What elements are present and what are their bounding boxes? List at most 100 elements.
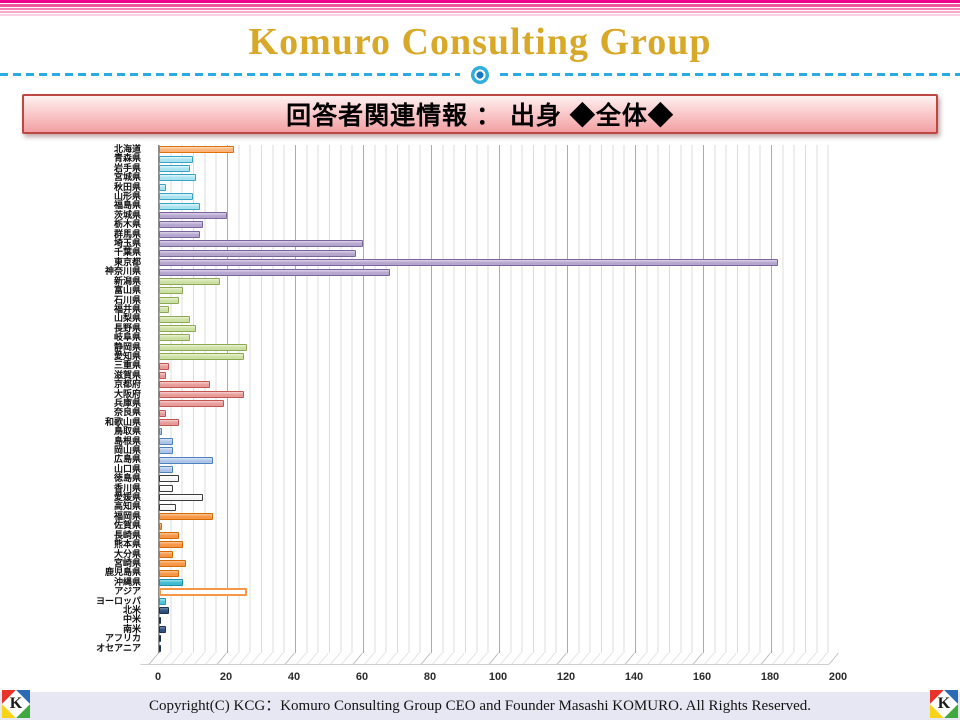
- category-label: 福井県: [113, 303, 141, 314]
- bar: [159, 277, 221, 285]
- bar: [159, 353, 244, 361]
- category-label: アジア: [114, 586, 141, 597]
- bar: [159, 437, 173, 445]
- category-label: 神奈川県: [104, 266, 141, 277]
- kcg-logo-right: K: [930, 690, 958, 718]
- bar: [159, 315, 190, 323]
- category-label: 青森県: [113, 153, 141, 164]
- x-tick-label: 180: [760, 671, 780, 683]
- bar: [159, 202, 200, 210]
- bar: [159, 230, 200, 238]
- category-label: 静岡県: [113, 341, 141, 352]
- category-label: 大阪府: [113, 388, 141, 399]
- category-label: 高知県: [113, 501, 141, 512]
- bar: [159, 513, 214, 521]
- bar: [159, 588, 248, 597]
- x-tick-label: 40: [287, 671, 301, 683]
- bar: [159, 607, 170, 615]
- x-tick-label: 60: [355, 671, 369, 683]
- x-tick-label: 120: [556, 671, 576, 683]
- stripe-5: [0, 14, 960, 16]
- category-label: 埼玉県: [113, 238, 141, 249]
- category-label: 大分県: [113, 548, 141, 559]
- category-label: 山形県: [113, 191, 141, 202]
- category-label: 南米: [122, 623, 141, 634]
- top-stripe-decoration: [0, 0, 960, 17]
- category-label: 愛知県: [113, 350, 141, 361]
- category-label: オセアニア: [96, 642, 141, 653]
- footer: Copyright(C) KCG：Komuro Consulting Group…: [0, 692, 960, 720]
- category-label: 東京都: [113, 256, 141, 267]
- category-label: 和歌山県: [104, 416, 141, 427]
- category-label: 富山県: [113, 285, 141, 296]
- category-label: ヨーロッパ: [95, 595, 141, 606]
- category-label: 三重県: [113, 360, 141, 371]
- bar: [159, 644, 161, 652]
- logo-letter: K: [937, 695, 951, 712]
- stripe-4: [0, 11, 960, 13]
- category-label: 沖縄県: [113, 576, 141, 587]
- stripe-1: [0, 0, 960, 3]
- x-tick-label: 160: [692, 671, 712, 683]
- category-label: 山梨県: [113, 313, 141, 324]
- bar: [159, 447, 173, 455]
- bar: [159, 240, 363, 248]
- bar: [159, 409, 166, 417]
- bar: [159, 400, 224, 408]
- bar: [159, 362, 170, 370]
- bar: [159, 306, 170, 314]
- bar: [159, 616, 161, 624]
- bar: [159, 503, 176, 511]
- x-tick-label: 20: [219, 671, 233, 683]
- category-label: 新潟県: [113, 275, 141, 286]
- category-label: アフリカ: [104, 633, 141, 644]
- bar: [159, 428, 163, 436]
- category-label: 石川県: [113, 294, 141, 305]
- category-label: 香川県: [113, 482, 141, 493]
- copyright-text: Copyright(C) KCG：Komuro Consulting Group…: [148, 698, 812, 714]
- plot-area: [158, 145, 839, 653]
- x-tick-label: 140: [624, 671, 644, 683]
- category-label: 茨城県: [113, 209, 141, 220]
- category-label: 広島県: [113, 454, 141, 465]
- bar: [159, 287, 183, 295]
- category-label: 山口県: [113, 463, 141, 474]
- bar: [159, 484, 173, 492]
- bar: [159, 419, 180, 426]
- dashed-line-right: [500, 73, 960, 76]
- bar: [159, 324, 197, 332]
- bar: [159, 550, 173, 558]
- category-label: 北米: [122, 604, 141, 615]
- divider: [0, 66, 960, 84]
- category-label: 千葉県: [113, 247, 141, 258]
- bar: [159, 371, 166, 379]
- bar: [159, 578, 183, 586]
- category-label: 北海道: [113, 144, 141, 154]
- category-label: 群馬県: [113, 228, 141, 239]
- category-label: 熊本県: [113, 539, 141, 550]
- bar: [159, 635, 161, 643]
- page-title: Komuro Consulting Group: [248, 21, 712, 63]
- bar: [159, 165, 190, 172]
- category-label: 兵庫県: [113, 398, 141, 408]
- category-label: 宮城県: [113, 172, 141, 183]
- category-label: 京都府: [113, 379, 141, 390]
- bar: [159, 296, 180, 304]
- dashed-line-left: [0, 73, 460, 76]
- logo-letter: K: [9, 695, 23, 712]
- category-label: 岐阜県: [113, 332, 141, 343]
- bar: [159, 456, 214, 464]
- category-label: 宮崎県: [113, 557, 141, 568]
- bar: [159, 174, 197, 182]
- section-banner: 回答者関連情報 ： 出身 ◆全体◆: [22, 94, 938, 134]
- bar: [159, 494, 204, 502]
- category-label: 鳥取県: [113, 426, 141, 437]
- target-icon: [471, 66, 489, 84]
- bar: [159, 597, 166, 605]
- category-label: 岡山県: [113, 445, 141, 456]
- category-label: 福島県: [113, 200, 141, 211]
- category-label: 愛媛県: [113, 492, 141, 503]
- bar: [159, 466, 173, 474]
- banner-text: 回答者関連情報 ： 出身 ◆全体◆: [286, 102, 674, 130]
- kcg-logo-left: K: [2, 690, 30, 718]
